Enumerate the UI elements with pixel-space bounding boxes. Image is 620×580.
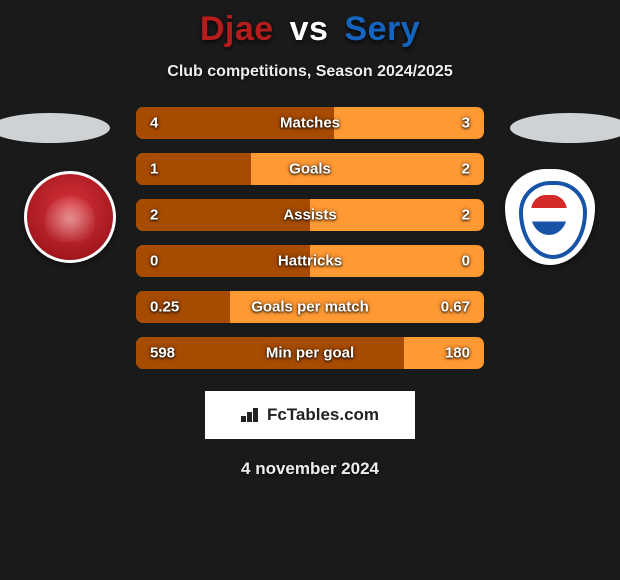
comparison-chart: 43Matches 12Goals 22Assists 00Hattricks 0.25…: [0, 107, 620, 367]
stat-label: Min per goal: [136, 345, 484, 362]
vs-text: vs: [290, 10, 329, 48]
stat-label: Matches: [136, 115, 484, 132]
brand-watermark: FcTables.com: [205, 391, 415, 439]
crest-icon: [24, 171, 116, 263]
stat-bars: 43Matches 12Goals 22Assists 00Hattricks 0.25…: [136, 107, 484, 369]
stat-row: 00Hattricks: [136, 245, 484, 277]
stat-row: 12Goals: [136, 153, 484, 185]
comparison-title: Djae vs Sery: [0, 0, 620, 49]
stat-row: 598180Min per goal: [136, 337, 484, 369]
subtitle: Club competitions, Season 2024/2025: [0, 63, 620, 81]
brand-text: FcTables.com: [267, 405, 379, 425]
stat-label: Assists: [136, 207, 484, 224]
stat-label: Hattricks: [136, 253, 484, 270]
stat-label: Goals: [136, 161, 484, 178]
player2-shape: [510, 113, 620, 143]
player2-club-crest: [500, 167, 600, 267]
player1-name: Djae: [200, 10, 274, 48]
stat-row: 0.250.67Goals per match: [136, 291, 484, 323]
crest-icon: [505, 169, 595, 265]
stat-row: 43Matches: [136, 107, 484, 139]
snapshot-date: 4 november 2024: [0, 459, 620, 479]
player1-shape: [0, 113, 110, 143]
stat-row: 22Assists: [136, 199, 484, 231]
player1-club-crest: [20, 167, 120, 267]
stat-label: Goals per match: [136, 299, 484, 316]
brand-logo-icon: [241, 408, 261, 422]
player2-name: Sery: [344, 10, 420, 48]
